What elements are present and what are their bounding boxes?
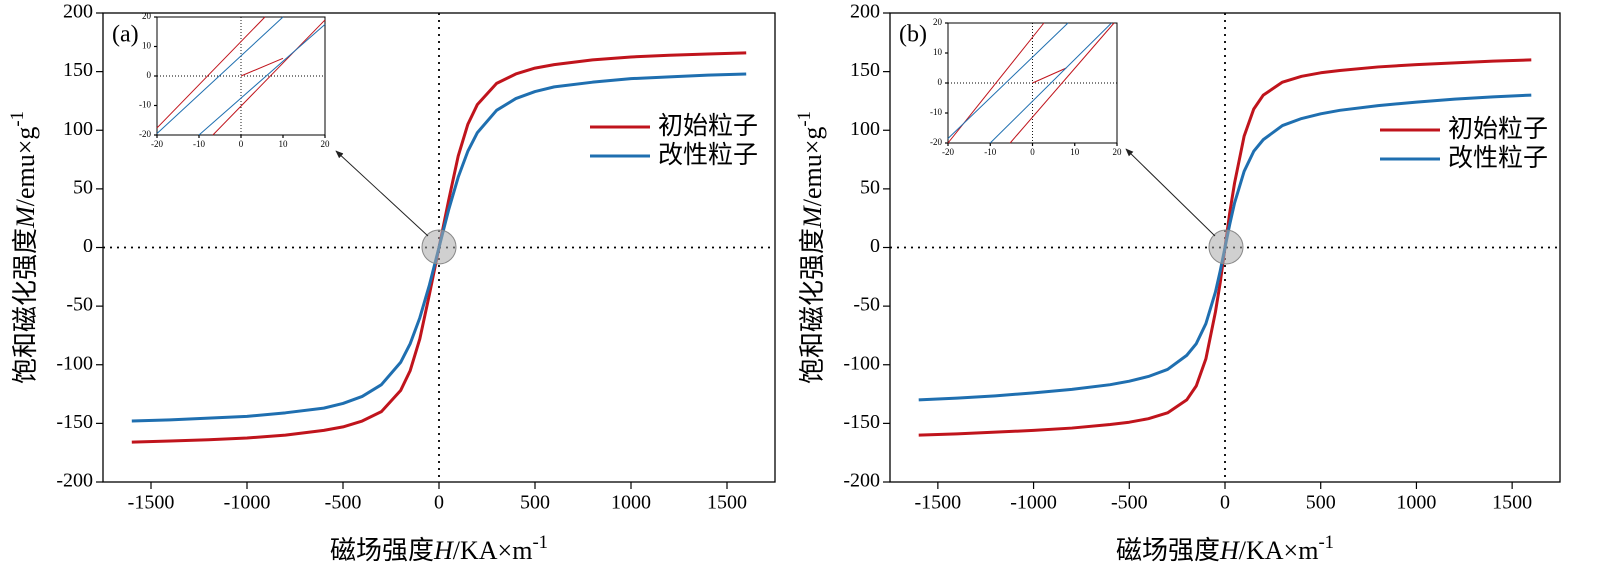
y-tick-label: -20 [139,129,151,139]
legend-label: 初始粒子 [1448,114,1548,143]
zoom-circle [1208,229,1244,265]
data-line [989,22,1112,144]
x-tick-label: 1500 [1492,492,1532,514]
x-tick-label: 1500 [707,492,747,514]
axis-label-exp: -1 [532,532,548,553]
y-tick-label: 100 [63,118,93,140]
y-tick-label: 0 [938,77,943,87]
x-tick-label: 20 [1113,147,1123,157]
data-line [1032,67,1067,84]
x-tick-label: 10 [279,139,289,149]
axis-label-unit: /KA×m [1239,536,1319,565]
x-tick-label: 500 [1306,492,1336,514]
y-tick-label: -10 [139,100,151,110]
legend-label: 改性粒子 [1448,143,1548,172]
axis-label-text: 饱和磁化强度 [11,228,40,384]
axis-label-exp: -1 [1318,532,1334,553]
data-line [212,19,326,136]
y-tick-label: -50 [853,294,880,316]
x-tick-label: -500 [1111,492,1148,514]
x-tick-label: 0 [1030,147,1035,157]
y-tick-label: -150 [843,411,880,433]
data-line [198,24,326,136]
y-tick-label: 10 [933,47,943,57]
x-tick-label: -1500 [128,492,175,514]
y-tick-label: -200 [843,470,880,492]
panel-label: (b) [899,22,927,48]
y-tick-label: 50 [73,176,93,198]
y-tick-label: -200 [56,470,93,492]
axis-label-text: 磁场强度 [330,536,434,565]
zoom-circle [421,229,457,265]
axis-label-var: H [433,536,454,565]
x-tick-label: -1500 [915,492,962,514]
y-tick-label: 0 [147,70,152,80]
x-tick-label: 0 [434,492,444,514]
y-tick-label: 0 [83,235,93,257]
y-tick-label: 20 [933,17,943,27]
data-line [1009,22,1115,144]
x-tick-label: 1000 [1396,492,1436,514]
x-tick-label: -1000 [224,492,271,514]
axis-label-unit: /emu×g [798,127,827,207]
x-tick-label: -20 [151,139,163,149]
panel-label: (a) [112,22,139,48]
x-tick-label: 500 [520,492,550,514]
axis-label: 磁场强度H/KA×m-1 [330,532,548,565]
x-tick-label: -10 [984,147,996,157]
legend-label: 初始粒子 [658,111,758,140]
x-tick-label: -1000 [1010,492,1057,514]
axis-label-text: 饱和磁化强度 [798,228,827,384]
y-tick-label: 50 [860,176,880,198]
axis-label-exp: -1 [794,111,815,127]
axis-label: 饱和磁化强度M/emu×g-1 [7,111,40,384]
y-tick-label: 100 [850,118,880,140]
legend-label: 改性粒子 [658,140,758,169]
y-tick-label: -10 [930,107,942,117]
axis-label-text: 磁场强度 [1116,536,1220,565]
y-tick-label: -100 [56,352,93,374]
y-tick-label: -50 [66,294,93,316]
axis-label: 磁场强度H/KA×m-1 [1116,532,1334,565]
x-tick-label: -10 [193,139,205,149]
y-tick-label: -100 [843,352,880,374]
y-tick-label: 200 [850,1,880,23]
y-tick-label: 0 [870,235,880,257]
data-line [240,57,284,77]
axis-label-unit: /KA×m [453,536,533,565]
y-tick-label: 150 [850,59,880,81]
data-line [947,22,1069,139]
x-tick-label: 1000 [611,492,651,514]
y-tick-label: -150 [56,411,93,433]
y-tick-label: 150 [63,59,93,81]
axis-label-exp: -1 [7,111,28,127]
data-line [156,16,284,134]
axis-label-var: H [1219,536,1240,565]
y-tick-label: -20 [930,137,942,147]
x-tick-label: 10 [1070,147,1080,157]
x-tick-label: 0 [1220,492,1230,514]
x-tick-label: -20 [942,147,954,157]
x-tick-label: 20 [321,139,331,149]
data-line [156,16,266,129]
zoom-arrow [1125,148,1216,237]
zoom-arrow [335,150,429,237]
x-tick-label: -500 [325,492,362,514]
y-tick-label: 200 [63,1,93,23]
axis-label-unit: /emu×g [11,127,40,207]
axis-label: 饱和磁化强度M/emu×g-1 [794,111,827,384]
y-tick-label: 20 [142,11,152,21]
axis-label-var: M [798,205,827,229]
axis-label-var: M [11,205,40,229]
x-tick-label: 0 [239,139,244,149]
y-tick-label: 10 [142,41,152,51]
